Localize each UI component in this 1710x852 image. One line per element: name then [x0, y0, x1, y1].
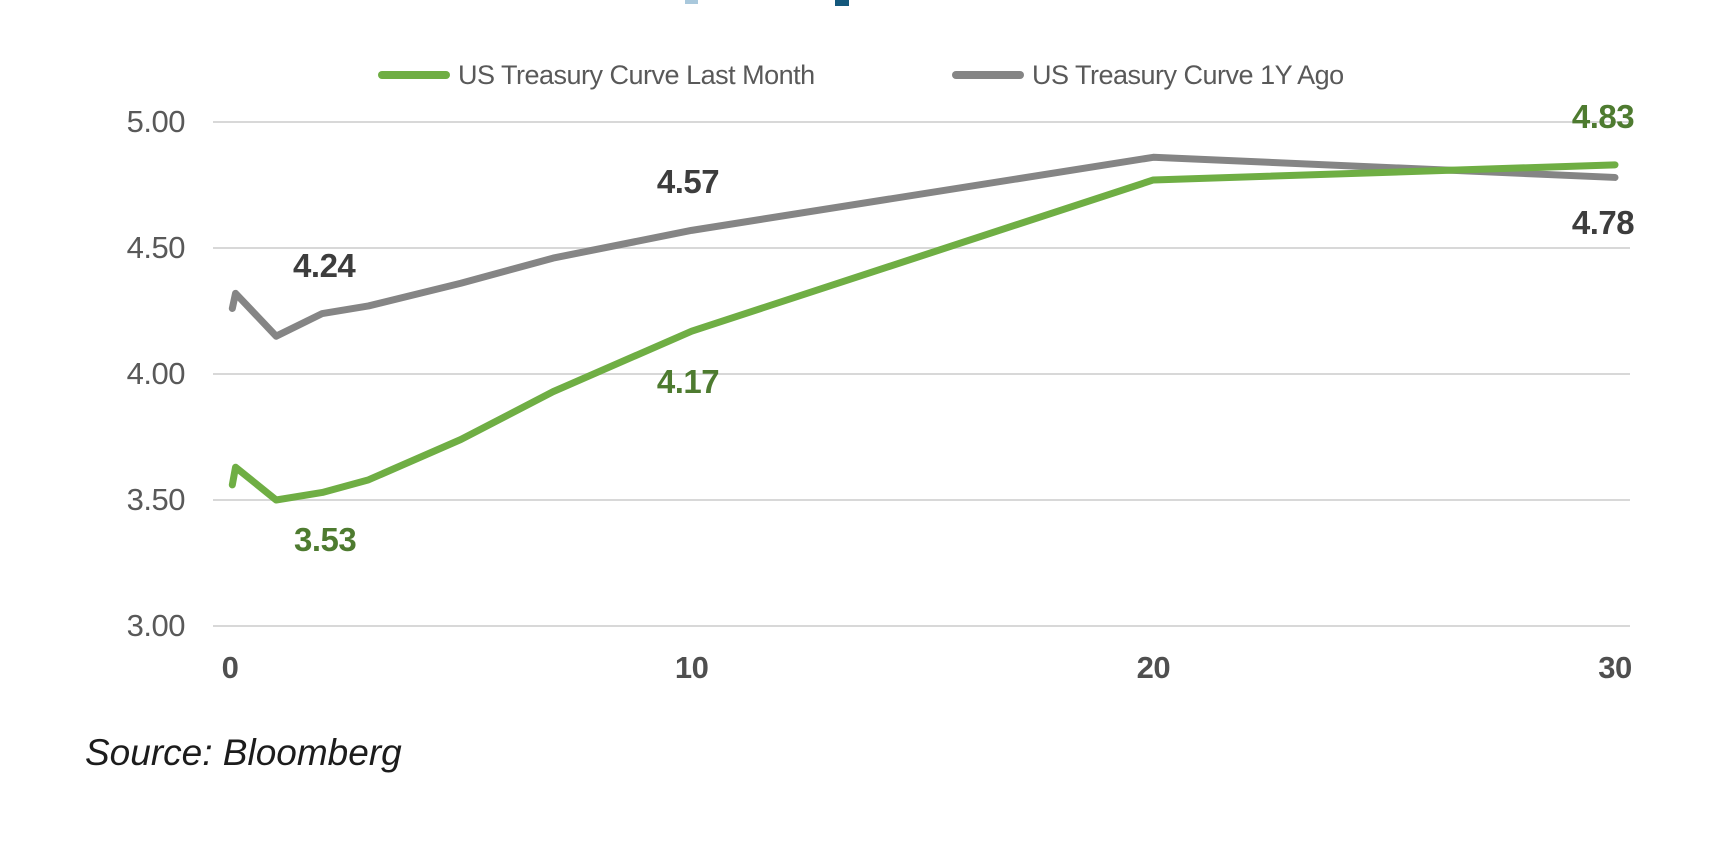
- data-label-4.78: 4.78: [1571, 203, 1635, 241]
- x-axis-tick-30: 30: [1598, 650, 1632, 685]
- legend-label-1y-ago: US Treasury Curve 1Y Ago: [1032, 60, 1344, 90]
- x-axis-tick-20: 20: [1136, 650, 1171, 685]
- data-label-4.57: 4.57: [656, 163, 720, 201]
- data-label-4.17: 4.17: [656, 362, 720, 400]
- legend-item-last-month: US Treasury Curve Last Month: [378, 58, 815, 92]
- x-axis-tick-0: 0: [221, 650, 239, 685]
- y-axis-tick-3.00: 3.00: [126, 608, 186, 643]
- y-axis-tick-3.50: 3.50: [126, 482, 186, 517]
- y-axis-tick-5.00: 5.00: [126, 104, 186, 139]
- data-label-3.53: 3.53: [293, 521, 357, 559]
- series-line-us-treasury-curve-last-month: [228, 161, 1619, 504]
- x-axis-tick-10: 10: [674, 650, 709, 685]
- source-note: Source: Bloomberg: [85, 732, 402, 773]
- data-label-4.83: 4.83: [1571, 97, 1635, 135]
- legend-swatch-1y-ago: [952, 71, 1024, 79]
- legend-swatch-last-month: [378, 71, 450, 79]
- y-axis-tick-4.00: 4.00: [126, 356, 186, 391]
- series-line-us-treasury-curve-1y-ago: [228, 153, 1619, 340]
- legend-label-last-month: US Treasury Curve Last Month: [458, 60, 815, 90]
- cropped-title-fragment-2: [835, 0, 849, 6]
- series-lines: [228, 153, 1619, 504]
- cropped-title-fragment-1: [685, 0, 698, 4]
- data-label-4.24: 4.24: [293, 246, 356, 284]
- gridlines: [213, 121, 1630, 627]
- legend-item-1y-ago: US Treasury Curve 1Y Ago: [952, 58, 1344, 92]
- y-axis-tick-4.50: 4.50: [126, 230, 186, 265]
